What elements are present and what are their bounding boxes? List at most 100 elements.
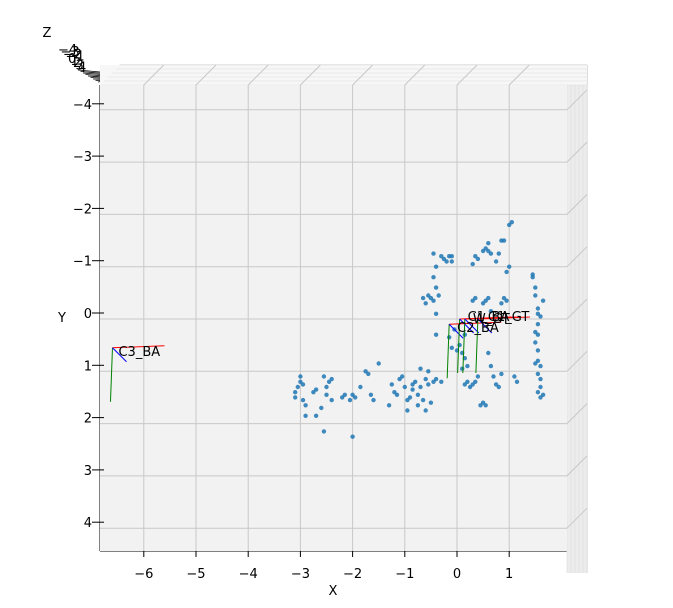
data-point xyxy=(447,335,452,340)
z-tick-mark xyxy=(85,74,101,76)
camera-axis-y xyxy=(475,318,479,374)
data-point xyxy=(376,361,381,366)
z-tick-mark xyxy=(82,72,101,75)
y-grid-right xyxy=(566,455,588,477)
data-point xyxy=(347,397,353,403)
data-point xyxy=(413,379,418,384)
data-point xyxy=(433,376,439,382)
z-tick-mark xyxy=(90,77,101,79)
data-point xyxy=(324,392,329,397)
data-point xyxy=(535,332,541,337)
z-tick-label: −3 xyxy=(61,45,80,60)
data-point xyxy=(366,371,371,377)
camera-axis-x xyxy=(449,321,502,325)
data-point xyxy=(358,384,363,390)
x-tick-label: −4 xyxy=(239,567,258,582)
data-point xyxy=(473,295,478,301)
data-point xyxy=(394,392,400,397)
data-point xyxy=(420,295,426,301)
camera-axis-z xyxy=(464,318,480,334)
data-point xyxy=(540,298,546,303)
data-point xyxy=(423,376,428,382)
data-point xyxy=(293,390,298,395)
data-point xyxy=(444,259,449,264)
data-point xyxy=(533,293,538,298)
y-grid-right xyxy=(566,507,588,529)
z-tick-label: 2 xyxy=(73,56,81,71)
data-point xyxy=(499,371,504,377)
right-pane xyxy=(567,85,587,573)
data-point xyxy=(496,384,501,390)
y-tick-label: 4 xyxy=(84,516,92,531)
data-point xyxy=(475,374,481,379)
data-point xyxy=(353,395,358,400)
z-tick-label: −2 xyxy=(63,47,82,62)
x-tick-label: −6 xyxy=(134,567,153,582)
data-point xyxy=(300,382,306,387)
data-point xyxy=(433,264,439,269)
x-tick-label: −2 xyxy=(343,567,362,582)
data-point xyxy=(426,369,431,374)
x-grid-top xyxy=(143,64,165,86)
camera-axis-z xyxy=(459,318,474,334)
data-point xyxy=(321,374,327,379)
x-tick-label: −1 xyxy=(395,567,414,582)
z-tick-mark xyxy=(80,71,101,74)
data-point xyxy=(415,403,421,408)
data-point xyxy=(433,285,439,290)
x-grid-top xyxy=(508,64,530,86)
camera-axis-x xyxy=(464,316,517,320)
data-point xyxy=(491,374,496,379)
y-tick-label: 0 xyxy=(84,307,92,322)
data-point xyxy=(389,382,394,387)
data-point xyxy=(410,387,415,392)
z-tick-label: −1 xyxy=(66,50,85,65)
data-point xyxy=(488,363,494,369)
data-point xyxy=(313,413,319,418)
x-tick-label: −3 xyxy=(291,567,310,582)
data-point xyxy=(486,295,491,301)
y-tick-label: 1 xyxy=(84,359,92,374)
data-point xyxy=(535,390,541,395)
data-point xyxy=(501,238,507,243)
data-point xyxy=(475,256,481,262)
data-point xyxy=(295,384,300,390)
data-point xyxy=(303,413,308,418)
data-point xyxy=(493,259,499,264)
data-point xyxy=(538,363,543,369)
data-point xyxy=(298,374,303,379)
top-pane xyxy=(100,65,587,85)
camera-axis-z xyxy=(448,323,464,339)
y-grid-right xyxy=(566,194,588,215)
data-point xyxy=(415,392,421,397)
data-point xyxy=(462,382,467,387)
data-point xyxy=(538,314,543,319)
data-point xyxy=(457,342,462,348)
data-point xyxy=(538,384,543,390)
data-point xyxy=(488,251,494,256)
data-point xyxy=(329,397,334,403)
x-grid-top xyxy=(300,64,321,86)
data-point xyxy=(509,220,514,225)
data-point xyxy=(538,395,543,400)
x-axis-label: X xyxy=(329,584,338,599)
data-point xyxy=(293,395,298,400)
data-point xyxy=(535,371,541,377)
data-point xyxy=(439,379,444,384)
data-point xyxy=(533,340,538,345)
y-tick-label: −1 xyxy=(73,255,92,270)
data-point xyxy=(433,332,439,337)
y-tick-label: −2 xyxy=(73,202,92,217)
data-point xyxy=(533,361,538,366)
data-point xyxy=(533,285,538,290)
data-point xyxy=(319,405,324,411)
data-point xyxy=(405,408,410,413)
y-grid-right xyxy=(566,89,588,111)
data-point xyxy=(462,332,467,337)
data-point xyxy=(407,395,413,400)
z-tick-label: 4 xyxy=(78,61,86,76)
data-point xyxy=(386,403,392,408)
camera-label: W_GT xyxy=(473,312,510,327)
